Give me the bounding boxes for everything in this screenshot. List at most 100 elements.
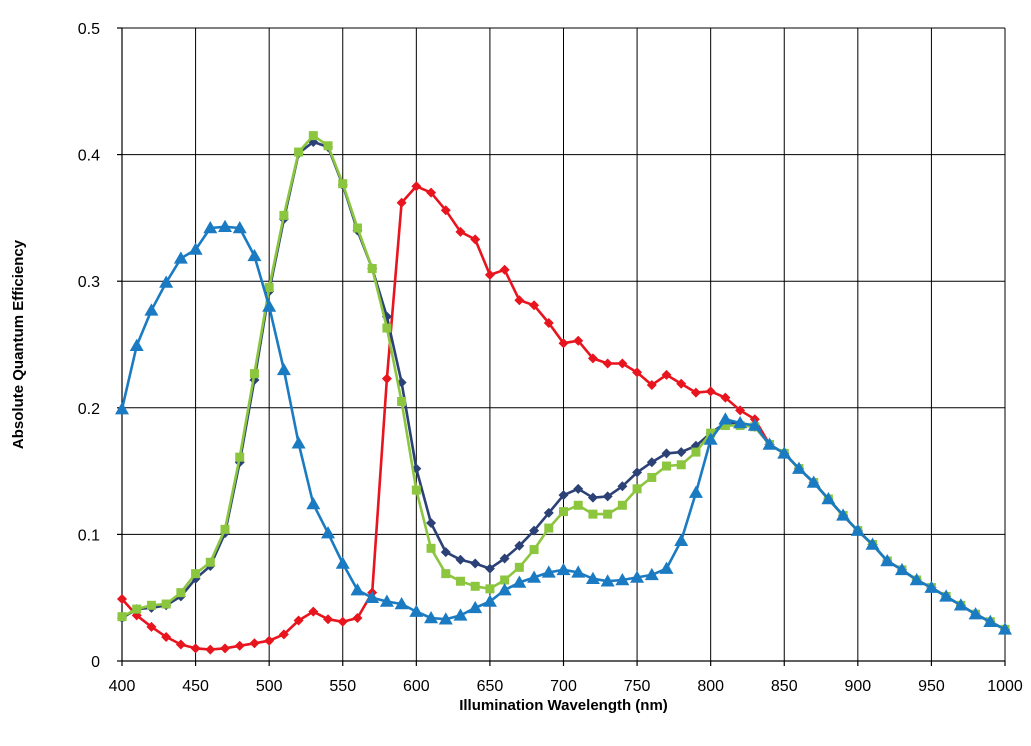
data-point (632, 367, 643, 378)
y-tick-label: 0.2 (78, 401, 100, 418)
data-point (468, 600, 483, 614)
data-point (632, 467, 643, 478)
data-point (720, 392, 731, 403)
data-point (146, 600, 156, 610)
data-point (190, 643, 201, 654)
x-tick-label: 550 (329, 678, 356, 695)
data-point (529, 300, 540, 311)
data-point (573, 500, 583, 510)
data-point (497, 583, 512, 596)
data-point (571, 565, 586, 578)
data-point (647, 472, 657, 482)
data-point (117, 612, 127, 622)
data-point (661, 448, 672, 459)
data-point (558, 490, 569, 501)
data-point (173, 251, 188, 264)
data-point (556, 562, 571, 576)
data-point (558, 338, 569, 349)
data-point (559, 507, 568, 517)
data-point (500, 575, 510, 585)
data-point (850, 523, 865, 536)
y-axis-title: Absolute Quantum Efficiency (10, 239, 27, 449)
data-point (159, 275, 174, 288)
data-point (585, 571, 600, 584)
data-point (367, 264, 377, 274)
data-point (352, 223, 362, 233)
data-point (115, 402, 129, 415)
x-tick-label: 750 (624, 678, 651, 695)
data-point (175, 639, 186, 650)
data-point (514, 540, 525, 551)
data-point (482, 594, 497, 607)
data-point (426, 187, 437, 198)
data-point (603, 509, 613, 519)
data-point (705, 386, 716, 397)
x-tick-label: 400 (109, 678, 136, 695)
data-point (453, 608, 468, 621)
data-point (335, 556, 350, 569)
data-point (632, 484, 642, 494)
data-point (323, 614, 334, 625)
data-point (176, 588, 186, 598)
y-tick-label: 0.5 (78, 21, 100, 38)
x-tick-label: 650 (477, 678, 504, 695)
data-point (703, 432, 718, 445)
data-point (690, 387, 701, 398)
data-point (396, 197, 407, 208)
data-point (379, 594, 394, 607)
x-tick-label: 950 (918, 678, 945, 695)
data-point (602, 358, 613, 369)
data-point (235, 452, 245, 462)
data-point (234, 640, 245, 651)
data-point (484, 269, 495, 280)
data-point (146, 621, 157, 632)
data-point (836, 508, 851, 521)
x-tick-label: 800 (697, 678, 724, 695)
data-point (573, 335, 584, 346)
data-point (424, 610, 439, 624)
data-point (278, 629, 289, 640)
data-point (441, 569, 451, 579)
data-point (762, 437, 777, 450)
data-point (688, 485, 703, 498)
data-point (909, 572, 924, 586)
data-point (218, 219, 233, 233)
data-point (144, 303, 159, 316)
series-layer (115, 131, 1012, 655)
data-point (291, 436, 306, 449)
data-point (129, 338, 144, 352)
data-point (630, 570, 645, 583)
data-point (188, 242, 203, 255)
data-point (350, 583, 365, 596)
data-point (411, 181, 422, 192)
axes (117, 27, 1006, 666)
data-point (294, 147, 304, 157)
data-point (880, 553, 895, 567)
data-point (602, 491, 613, 502)
data-point (394, 597, 409, 610)
x-tick-label: 850 (771, 678, 798, 695)
data-point (306, 497, 321, 510)
data-point (440, 205, 451, 216)
data-point (440, 547, 451, 558)
data-point (659, 561, 674, 574)
data-point (117, 593, 127, 604)
data-point (733, 415, 748, 429)
data-point (617, 500, 627, 510)
data-point (662, 461, 672, 471)
data-point (806, 475, 821, 488)
data-point (543, 507, 554, 518)
data-point (308, 131, 318, 141)
data-point (512, 575, 527, 588)
data-point (573, 483, 584, 494)
data-point (220, 524, 230, 534)
data-point (544, 523, 554, 533)
data-point (735, 405, 746, 416)
data-point (821, 491, 836, 505)
data-point (484, 563, 495, 574)
data-point (600, 574, 615, 587)
data-point (676, 447, 687, 458)
data-point (587, 492, 598, 503)
y-tick-label: 0.4 (78, 148, 100, 165)
